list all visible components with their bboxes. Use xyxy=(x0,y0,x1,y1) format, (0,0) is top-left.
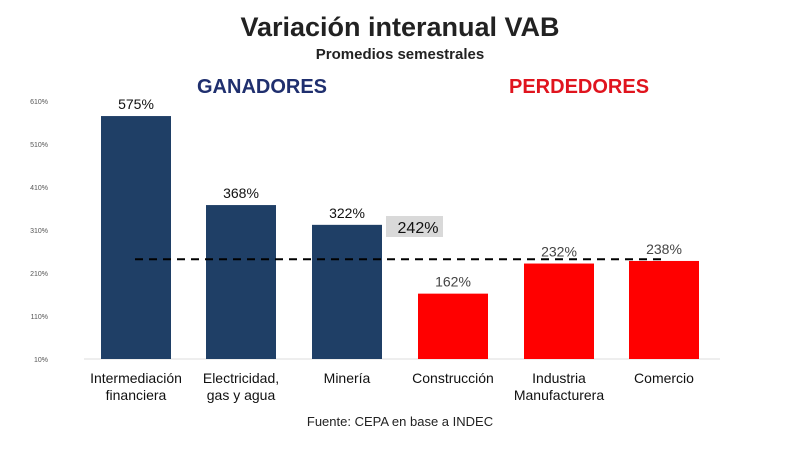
data-label: 162% xyxy=(435,274,471,290)
y-tick-label: 510% xyxy=(30,142,48,149)
data-label: 238% xyxy=(646,241,682,257)
x-tick-label: Intermediación xyxy=(90,370,182,386)
group-label-losers: PERDEDORES xyxy=(509,76,650,98)
bar xyxy=(206,205,276,359)
x-tick-label: Industria xyxy=(532,370,586,386)
data-label: 575% xyxy=(118,96,154,112)
y-tick-label: 110% xyxy=(31,314,48,321)
x-tick-label: Construcción xyxy=(412,370,494,386)
data-label: 232% xyxy=(541,244,577,260)
bar xyxy=(101,116,171,359)
y-tick-label: 410% xyxy=(30,185,48,192)
data-label: 322% xyxy=(329,205,365,221)
y-tick-label: 10% xyxy=(34,357,48,364)
source-note: Fuente: CEPA en base a INDEC xyxy=(306,414,494,429)
x-tick-label: Comercio xyxy=(634,370,694,386)
chart-title: Variación interanual VAB xyxy=(240,12,560,42)
x-tick-label: Manufacturera xyxy=(514,387,604,403)
bar xyxy=(312,224,382,359)
x-tick-label: gas y agua xyxy=(207,387,276,403)
y-tick-label: 610% xyxy=(30,99,48,106)
group-label-winners: GANADORES xyxy=(197,76,328,98)
bar xyxy=(524,263,594,359)
x-tick-label: Minería xyxy=(324,370,371,386)
average-label-box xyxy=(386,216,443,237)
average-label: 242% xyxy=(398,220,439,237)
bar xyxy=(418,293,488,359)
chart-subtitle: Promedios semestrales xyxy=(315,46,485,63)
data-label: 368% xyxy=(223,185,259,201)
y-tick-label: 310% xyxy=(30,228,48,235)
x-tick-label: Electricidad, xyxy=(203,370,279,386)
x-tick-label: financiera xyxy=(106,387,167,403)
bar xyxy=(629,260,699,359)
y-tick-label: 210% xyxy=(30,271,48,278)
